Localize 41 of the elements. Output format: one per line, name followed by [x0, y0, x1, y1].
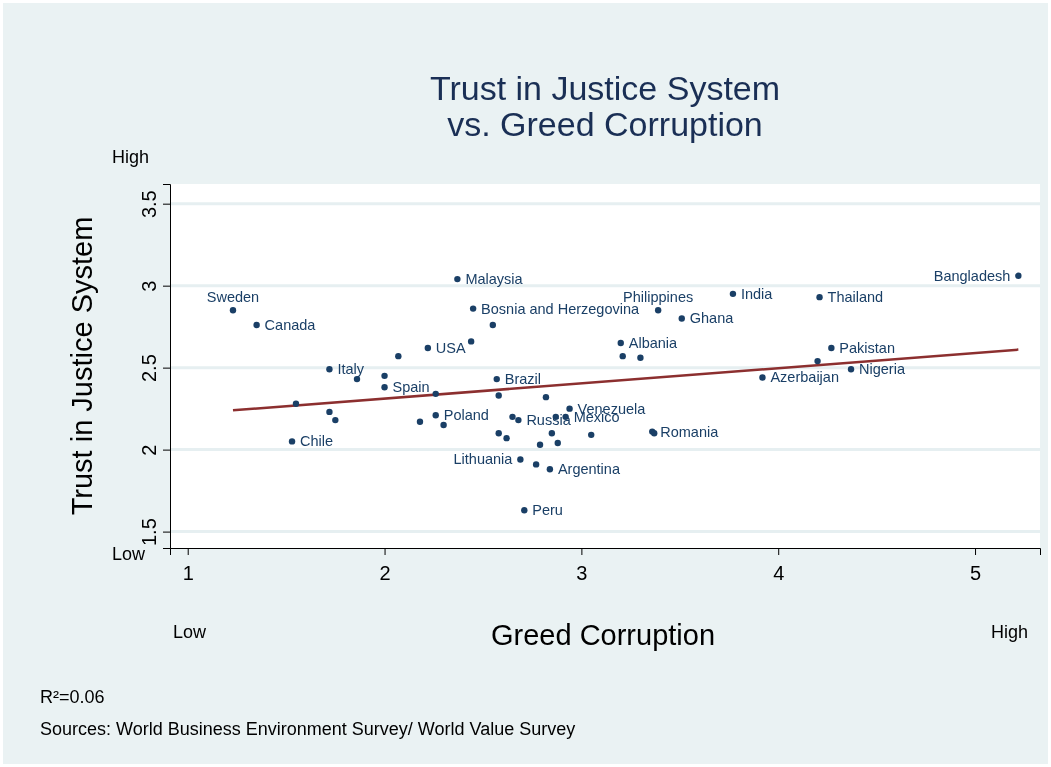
x-tick-label: 4: [773, 562, 785, 584]
y-tick-label: 2: [138, 444, 160, 456]
data-label: Argentina: [557, 461, 621, 478]
x-tick-label: 5: [969, 562, 982, 584]
data-label: Romania: [660, 423, 720, 440]
data-label: Italy: [337, 361, 365, 378]
text: High: [990, 622, 1028, 642]
data-label: Canada: [264, 317, 317, 334]
data-label: Chile: [300, 433, 334, 450]
source-note: Sources: World Business Environment Survey/ World Value Survey: [40, 719, 576, 739]
text: Low: [112, 544, 147, 564]
data-label: Albania: [628, 335, 679, 352]
data-label: Sweden: [206, 289, 260, 306]
x-tick-label: 1: [182, 562, 194, 584]
data-label: USA: [435, 339, 466, 356]
data-label: Spain: [392, 379, 430, 396]
y-tick-label: 3.5: [138, 190, 160, 219]
y-tick-label: 2.5: [138, 354, 160, 383]
data-label: Lithuania: [453, 451, 514, 468]
data-label: Nigeria: [859, 361, 906, 378]
data-label: Bangladesh: [933, 267, 1011, 284]
data-label: Malaysia: [465, 271, 524, 288]
text: R²=0.06: [40, 687, 105, 707]
x-tick-label: 3: [576, 562, 588, 584]
data-label: Philippines: [623, 289, 694, 306]
data-label: Ghana: [689, 310, 735, 327]
y-tick-label: 3: [138, 280, 160, 292]
x-axis-title: Greed Corruption: [490, 619, 716, 651]
data-label: India: [740, 285, 774, 302]
data-label: Poland: [443, 407, 489, 424]
y-tick-label: 1.5: [138, 518, 160, 547]
data-label: Azerbaijan: [770, 369, 839, 386]
text: High: [112, 147, 150, 167]
y-axis-title: Trust in Justice System: [66, 216, 98, 516]
data-label: Pakistan: [839, 339, 895, 356]
chart-title: Trust in Justice System vs. Greed Corruption: [429, 69, 781, 143]
data-label: Brazil: [504, 371, 542, 388]
x-tick-label: 2: [379, 562, 391, 584]
data-label: Thailand: [827, 289, 884, 306]
text: Low: [173, 622, 208, 642]
data-label: Peru: [532, 502, 563, 519]
